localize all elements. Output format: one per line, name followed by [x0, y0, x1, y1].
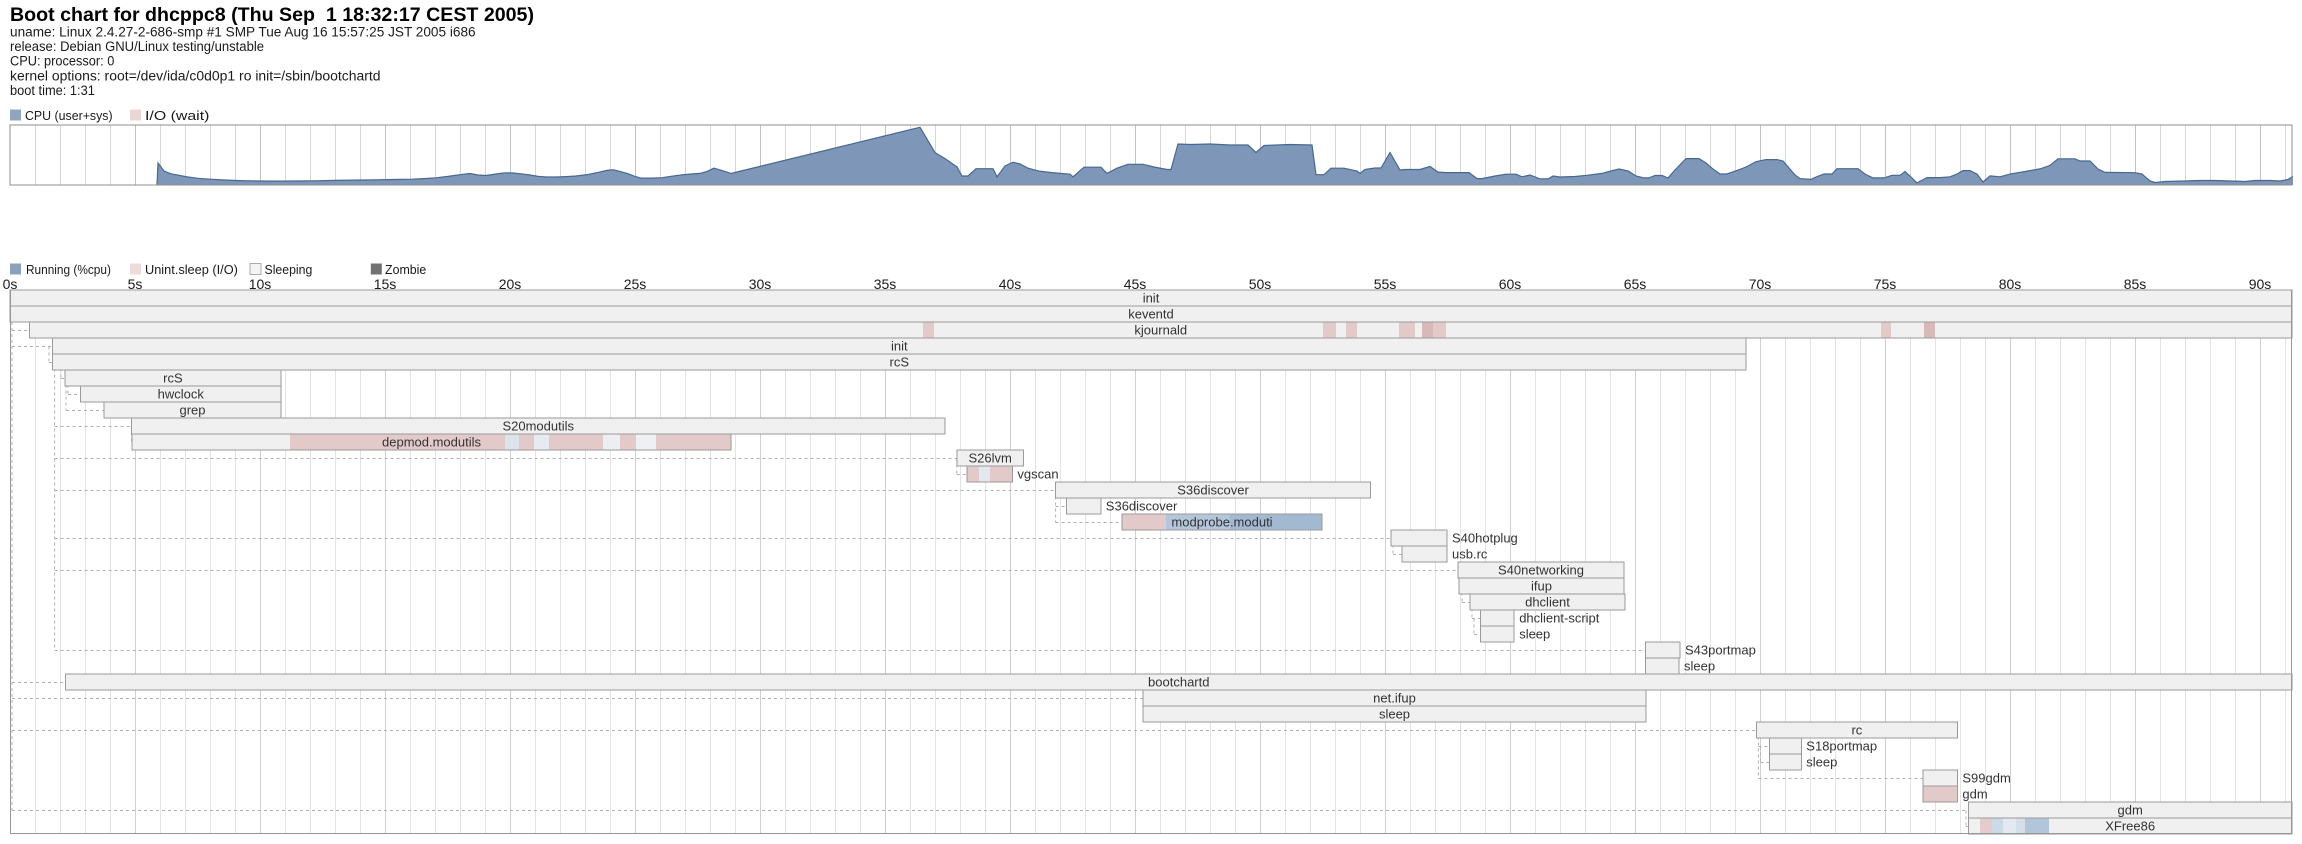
svg-text:50s: 50s — [1249, 276, 1272, 292]
svg-text:90s: 90s — [2249, 276, 2272, 292]
svg-text:0s: 0s — [3, 276, 18, 292]
svg-text:dhclient: dhclient — [1525, 595, 1570, 610]
svg-text:30s: 30s — [749, 276, 772, 292]
svg-text:kjournald: kjournald — [1134, 323, 1187, 338]
svg-text:sleep: sleep — [1806, 755, 1837, 770]
svg-text:S26lvm: S26lvm — [968, 451, 1011, 466]
svg-text:Zombie: Zombie — [385, 262, 426, 277]
svg-text:I/O (wait): I/O (wait) — [145, 108, 209, 123]
svg-text:Unint.sleep (I/O): Unint.sleep (I/O) — [145, 262, 238, 277]
svg-text:20s: 20s — [499, 276, 522, 292]
svg-text:usb.rc: usb.rc — [1452, 547, 1488, 562]
svg-text:uname: Linux 2.4.27-2-686-smp: uname: Linux 2.4.27-2-686-smp #1 SMP Tue… — [10, 25, 476, 40]
svg-text:sleep: sleep — [1379, 707, 1410, 722]
svg-text:S40hotplug: S40hotplug — [1452, 531, 1518, 546]
svg-text:kernel options: root=/dev/ida/: kernel options: root=/dev/ida/c0d0p1 ro … — [10, 68, 381, 83]
svg-text:55s: 55s — [1374, 276, 1397, 292]
svg-text:keventd: keventd — [1128, 307, 1174, 322]
svg-text:CPU (user+sys): CPU (user+sys) — [25, 108, 113, 123]
svg-text:85s: 85s — [2124, 276, 2147, 292]
svg-text:S36discover: S36discover — [1177, 483, 1249, 498]
svg-text:sleep: sleep — [1519, 627, 1550, 642]
svg-text:net.ifup: net.ifup — [1373, 691, 1416, 706]
svg-text:Sleeping: Sleeping — [265, 262, 313, 277]
svg-text:bootchartd: bootchartd — [1148, 675, 1209, 690]
svg-text:10s: 10s — [249, 276, 272, 292]
svg-text:boot time: 1:31: boot time: 1:31 — [10, 83, 95, 98]
svg-text:35s: 35s — [874, 276, 897, 292]
svg-text:S43portmap: S43portmap — [1685, 643, 1756, 658]
svg-text:65s: 65s — [1624, 276, 1647, 292]
svg-text:25s: 25s — [624, 276, 647, 292]
svg-text:S99gdm: S99gdm — [1962, 771, 2010, 786]
svg-text:gdm: gdm — [2118, 803, 2143, 818]
svg-text:5s: 5s — [128, 276, 143, 292]
svg-text:S36discover: S36discover — [1106, 499, 1178, 514]
svg-text:dhclient-script: dhclient-script — [1519, 611, 1600, 626]
svg-text:S20modutils: S20modutils — [502, 419, 574, 434]
svg-text:80s: 80s — [1999, 276, 2022, 292]
svg-text:modprobe.moduti: modprobe.moduti — [1171, 515, 1272, 530]
svg-text:70s: 70s — [1749, 276, 1772, 292]
svg-text:rc: rc — [1851, 723, 1862, 738]
svg-text:60s: 60s — [1499, 276, 1522, 292]
svg-text:sleep: sleep — [1684, 659, 1715, 674]
svg-text:Running (%cpu): Running (%cpu) — [26, 262, 111, 277]
svg-text:hwclock: hwclock — [158, 387, 205, 402]
svg-text:init: init — [1143, 291, 1160, 306]
svg-text:Boot chart for dhcppc8 (Thu Se: Boot chart for dhcppc8 (Thu Sep 1 18:32:… — [10, 4, 534, 26]
svg-text:vgscan: vgscan — [1017, 467, 1058, 482]
svg-text:45s: 45s — [1124, 276, 1147, 292]
svg-text:15s: 15s — [374, 276, 397, 292]
svg-text:grep: grep — [179, 403, 205, 418]
svg-text:release: Debian GNU/Linux test: release: Debian GNU/Linux testing/unstab… — [10, 39, 264, 54]
svg-text:depmod.modutils: depmod.modutils — [382, 435, 481, 450]
svg-text:gdm: gdm — [1962, 787, 1987, 802]
svg-text:CPU: processor: 0: CPU: processor: 0 — [10, 54, 114, 69]
svg-text:75s: 75s — [1874, 276, 1897, 292]
svg-text:ifup: ifup — [1531, 579, 1552, 594]
svg-text:rcS: rcS — [163, 371, 183, 386]
svg-text:rcS: rcS — [890, 355, 910, 370]
svg-text:S18portmap: S18portmap — [1806, 739, 1877, 754]
svg-text:init: init — [891, 339, 908, 354]
svg-text:XFree86: XFree86 — [2105, 819, 2155, 834]
svg-text:40s: 40s — [999, 276, 1022, 292]
svg-text:S40networking: S40networking — [1498, 563, 1584, 578]
